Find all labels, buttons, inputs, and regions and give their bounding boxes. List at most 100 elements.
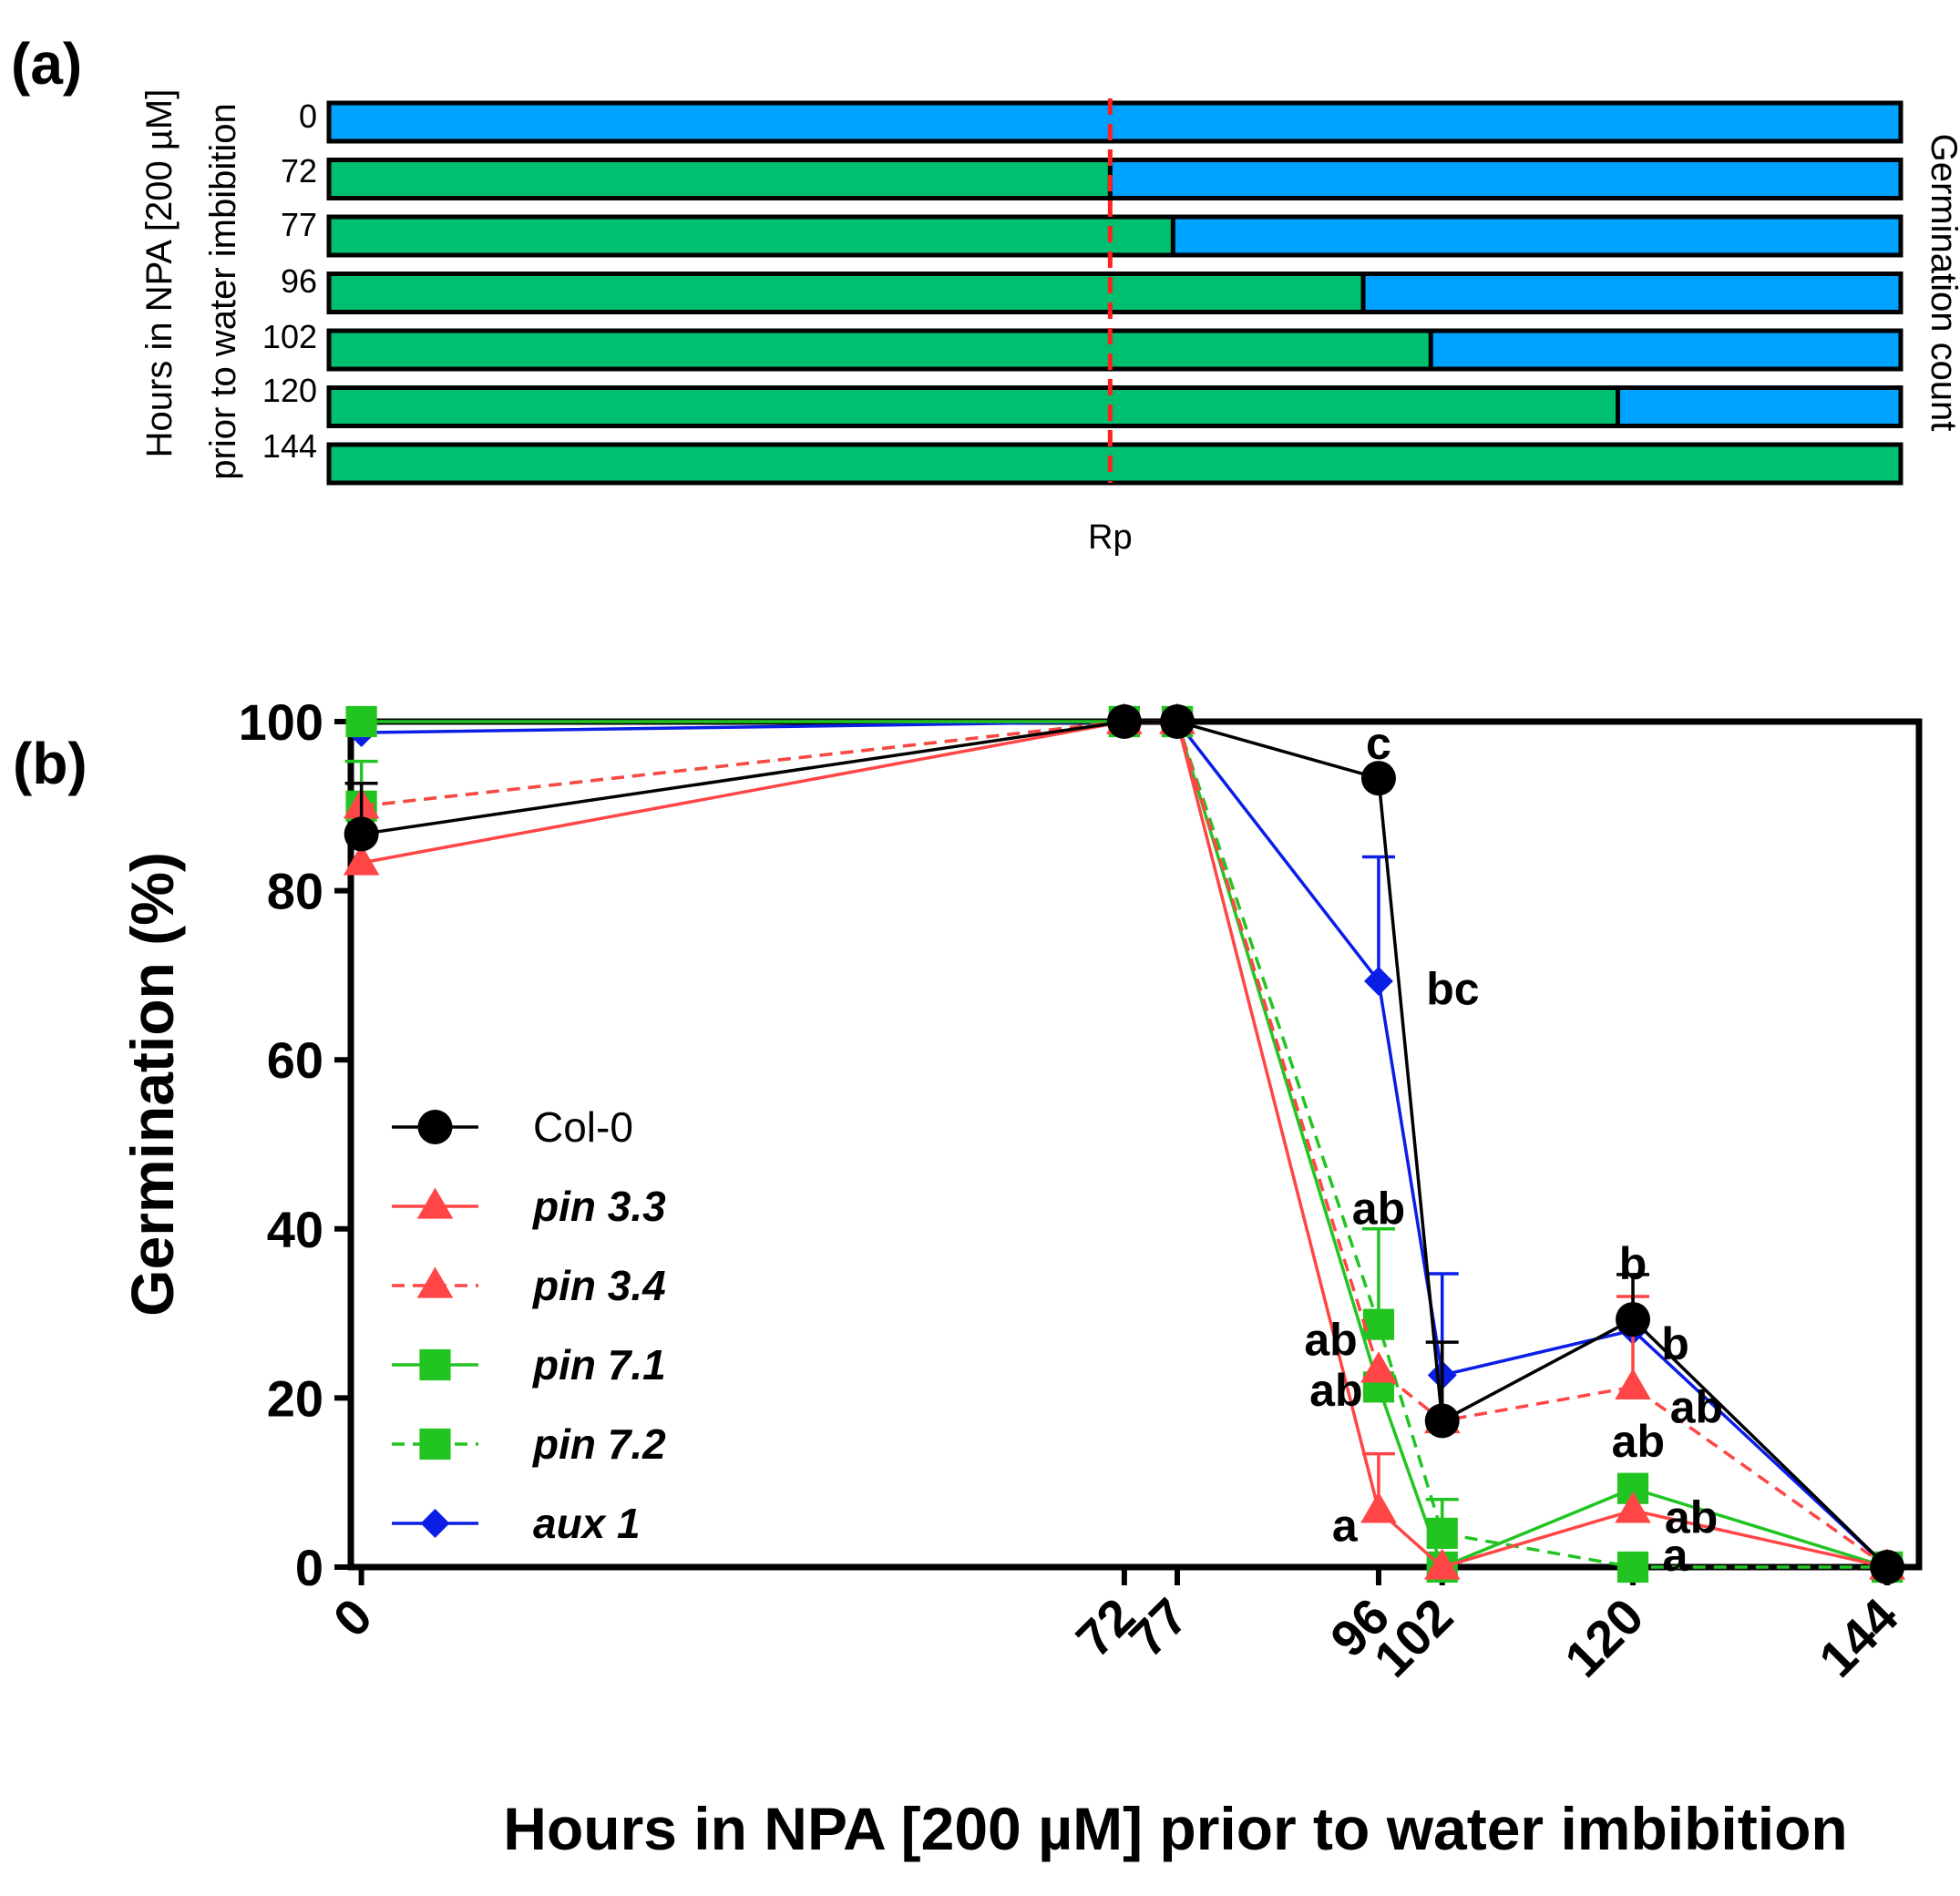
panel-a-tick-0: 0: [299, 97, 317, 135]
data-point: [1363, 966, 1393, 996]
legend-item-pin-7.2: pin 7.2: [392, 1420, 666, 1468]
data-series: [343, 702, 1905, 1584]
data-point: [1106, 704, 1142, 739]
y-tick-label-80: 80: [267, 863, 323, 920]
x-tick-label-77: 77: [1118, 1587, 1199, 1668]
legend-label: aux 1: [533, 1500, 641, 1547]
bar-2-green: [329, 217, 1174, 255]
y-tick-label-0: 0: [295, 1539, 323, 1596]
legend-item-aux-1: aux 1: [392, 1500, 641, 1547]
significance-letter: c: [1366, 718, 1391, 769]
significance-letter: ab: [1612, 1416, 1665, 1467]
significance-letter: b: [1619, 1238, 1647, 1289]
data-point: [1360, 1351, 1397, 1383]
bar-0-outline: [326, 100, 1904, 144]
significance-letter: ab: [1670, 1382, 1723, 1433]
panel-a-tick-77: 77: [281, 206, 317, 243]
series-Col-0: [344, 704, 1905, 1584]
x-axis-title: Hours in NPA [200 µM] prior to water imb…: [503, 1795, 1847, 1862]
data-point: [1616, 1302, 1651, 1337]
legend-label: pin 7.1: [531, 1341, 666, 1389]
significance-letter: ab: [1352, 1184, 1405, 1235]
panel-a-tick-96: 96: [281, 262, 317, 300]
legend-label: pin 3.4: [531, 1262, 666, 1309]
panel-a-tick-102: 102: [262, 318, 317, 355]
bar-6-green: [329, 445, 1901, 483]
bar-3-blue: [1363, 273, 1901, 313]
bar-4-green: [329, 331, 1432, 369]
panel-b: (b) Germination (%) Hours in NPA [200 µM…: [13, 693, 1923, 1862]
bar-3-green: [329, 273, 1364, 313]
data-point: [1615, 1491, 1651, 1523]
bar-6-outline: [326, 442, 1904, 486]
legend-item-pin-3.4: pin 3.4: [392, 1262, 666, 1309]
x-tick-label-144: 144: [1808, 1587, 1909, 1688]
significance-letter: ab: [1304, 1314, 1357, 1365]
bar-3-outline: [326, 272, 1904, 314]
significance-letter: ab: [1309, 1365, 1362, 1416]
y-tick-label-100: 100: [239, 693, 323, 751]
significance-letter: b: [1661, 1318, 1689, 1369]
x-tick-label-0: 0: [323, 1587, 384, 1648]
data-point: [1870, 1550, 1905, 1584]
data-point: [1360, 1491, 1397, 1523]
significance-letter: a: [1332, 1501, 1359, 1552]
bar-5-outline: [326, 385, 1904, 428]
x-tick-label-102: 102: [1363, 1587, 1464, 1688]
legend-item-pin-3.3: pin 3.3: [392, 1183, 666, 1230]
bar-1-blue: [1110, 159, 1901, 199]
y-tick-label-20: 20: [267, 1369, 323, 1427]
legend-label: pin 7.2: [531, 1420, 666, 1468]
bar-0-blue: [329, 103, 1901, 141]
legend-item-pin-7.1: pin 7.1: [392, 1341, 666, 1389]
legend-marker: [419, 1428, 451, 1460]
data-point: [343, 844, 380, 876]
panel-a-y-title-line2: prior to water imbibition: [203, 103, 243, 480]
legend-label: pin 3.3: [531, 1183, 666, 1230]
bar-2-blue: [1173, 217, 1901, 255]
bar-1-outline: [326, 158, 1904, 200]
data-point: [345, 705, 377, 738]
bar-5-green: [329, 387, 1618, 426]
panel-a-tick-120: 120: [262, 372, 317, 409]
x-tick-label-120: 120: [1554, 1587, 1655, 1688]
panel-a-tick-labels: 0 72 77 96 102 120 144: [262, 97, 317, 465]
rp-label: Rp: [1088, 518, 1133, 557]
legend-marker: [416, 1187, 454, 1219]
data-point: [1616, 1551, 1649, 1583]
significance-letter: ab: [1665, 1491, 1718, 1542]
legend-marker: [419, 1348, 451, 1381]
data-point: [344, 816, 379, 852]
panel-a-y-title-line1: Hours in NPA [200 µM]: [139, 89, 180, 458]
bar-4-blue: [1431, 331, 1901, 369]
panel-a: (a) Hours in NPA [200 µM] prior to water…: [11, 31, 1960, 557]
data-point: [1160, 704, 1195, 739]
data-point: [1424, 1403, 1460, 1439]
legend-item-Col-0: Col-0: [392, 1103, 633, 1151]
bar-2-outline: [326, 214, 1904, 258]
y-tick-label-40: 40: [267, 1201, 323, 1258]
bar-4-outline: [326, 328, 1904, 372]
y-tick-label-60: 60: [267, 1031, 323, 1089]
legend: Col-0 pin 3.3 pin 3.4 pin 7.1 pin 7.2 aux 1: [392, 1103, 666, 1547]
legend-marker: [417, 1110, 453, 1144]
panel-a-label: (a): [11, 31, 82, 97]
legend-label: Col-0: [533, 1103, 633, 1151]
legend-marker: [420, 1509, 450, 1538]
bar-1-green: [329, 159, 1111, 199]
data-point: [1362, 1308, 1395, 1340]
panel-b-label: (b): [13, 731, 87, 796]
data-point: [1615, 1368, 1651, 1400]
significance-letter: bc: [1426, 963, 1479, 1014]
y-axis-title: Germination (%): [118, 852, 186, 1317]
legend-marker: [416, 1266, 454, 1298]
panel-a-tick-144: 144: [262, 427, 317, 465]
panel-a-right-title: Germination count: [1924, 134, 1960, 432]
significance-letter: a: [1663, 1530, 1689, 1581]
data-point: [1423, 1548, 1461, 1580]
bar-5-blue: [1617, 387, 1901, 426]
panel-a-bars: [326, 100, 1904, 486]
panel-a-tick-72: 72: [281, 152, 317, 190]
